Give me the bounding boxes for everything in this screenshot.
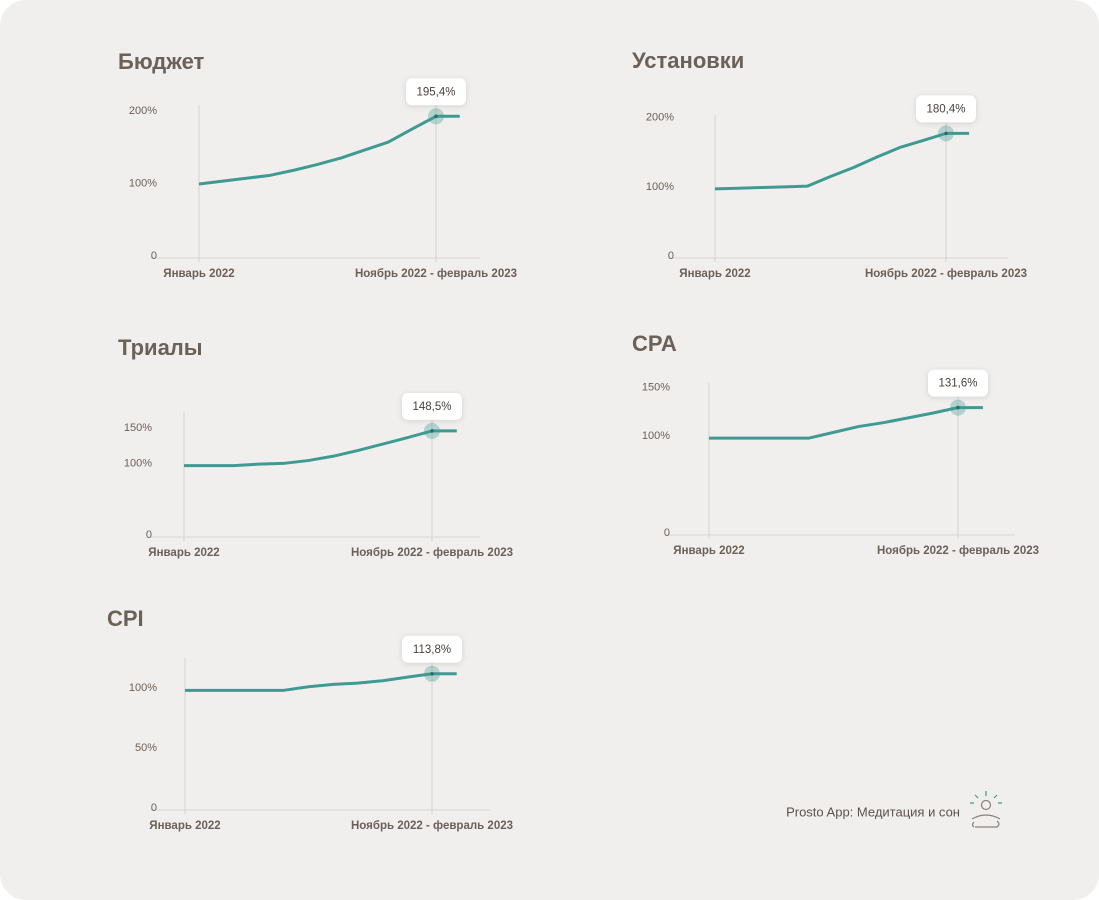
tooltip xyxy=(406,78,466,106)
x-tick-label: Январь 2022 xyxy=(679,268,750,280)
line xyxy=(185,672,457,692)
line xyxy=(198,114,460,186)
x-tick-label: Ноябрь 2022 - февраль 2023 xyxy=(865,268,1027,280)
y-tick-label: 0 xyxy=(151,802,157,814)
x-tick-label: Январь 2022 xyxy=(163,268,234,280)
line xyxy=(184,429,457,468)
value-label: 113,8% xyxy=(413,644,451,656)
tooltip xyxy=(928,369,988,397)
x-tick-label: Ноябрь 2022 - февраль 2023 xyxy=(351,547,513,559)
y-tick-label: 0 xyxy=(664,527,670,539)
y-tick-label: 150% xyxy=(642,382,670,394)
chart-title: Бюджет xyxy=(118,49,205,74)
chart-title: Триалы xyxy=(118,335,203,360)
tooltip xyxy=(402,635,462,663)
y-tick-label: 0 xyxy=(151,250,157,262)
y-tick-label: 200% xyxy=(129,105,157,117)
value-label: 148,5% xyxy=(412,401,451,413)
highlight-dot xyxy=(956,405,960,410)
x-tick-label: Ноябрь 2022 - февраль 2023 xyxy=(877,545,1039,557)
x-tick-label: Январь 2022 xyxy=(149,820,220,832)
line xyxy=(714,131,970,191)
value-label: 180,4% xyxy=(926,103,965,115)
highlight-dot xyxy=(430,429,434,433)
y-tick-label: 0 xyxy=(668,250,674,262)
highlight-dot xyxy=(430,671,434,676)
app-icon xyxy=(970,791,1002,828)
highlight-dot xyxy=(944,131,948,136)
y-tick-label: 150% xyxy=(124,422,152,434)
y-tick-label: 100% xyxy=(642,430,670,442)
x-tick-label: Ноябрь 2022 - февраль 2023 xyxy=(355,268,517,280)
y-tick-label: 100% xyxy=(124,457,152,469)
footer: Prosto App: Медитация и сон xyxy=(786,804,960,819)
x-tick-label: Ноябрь 2022 - февраль 2023 xyxy=(351,820,513,832)
value-label: 131,6% xyxy=(938,378,977,390)
value-label: 195,4% xyxy=(416,86,455,98)
chart-title: Установки xyxy=(632,48,744,73)
line xyxy=(709,406,983,440)
y-tick-label: 100% xyxy=(129,177,157,189)
y-tick-label: 200% xyxy=(646,112,674,124)
y-tick-label: 100% xyxy=(646,181,674,193)
y-tick-label: 50% xyxy=(135,742,157,754)
tooltip xyxy=(916,95,976,123)
highlight-dot xyxy=(434,114,438,119)
x-tick-label: Январь 2022 xyxy=(673,545,744,557)
chart-title: CPA xyxy=(632,331,677,356)
tooltip xyxy=(402,392,462,420)
y-tick-label: 0 xyxy=(146,529,152,541)
x-tick-label: Январь 2022 xyxy=(148,547,219,559)
y-tick-label: 100% xyxy=(129,682,157,694)
chart-title: CPI xyxy=(107,606,144,631)
